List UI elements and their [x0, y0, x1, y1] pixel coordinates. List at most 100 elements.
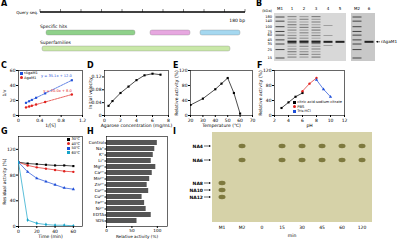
svg-text:Query seq.: Query seq.	[16, 10, 38, 15]
svg-text:120: 120	[263, 68, 272, 73]
svg-text:4: 4	[287, 118, 290, 123]
svg-text:Relative activity (%): Relative activity (%)	[174, 70, 179, 116]
svg-text:0: 0	[269, 113, 272, 118]
svg-text:Zn²⁺: Zn²⁺	[95, 182, 104, 187]
svg-text:0.08: 0.08	[91, 87, 101, 92]
svg-text:Specific hits: Specific hits	[40, 24, 68, 29]
svg-text:0: 0	[261, 225, 264, 230]
svg-text:1.2: 1.2	[79, 118, 86, 123]
svg-text:60: 60	[339, 225, 345, 230]
svg-text:NA8: NA8	[193, 181, 203, 186]
svg-text:0.8: 0.8	[58, 118, 65, 123]
svg-text:Co²⁺: Co²⁺	[95, 188, 104, 193]
svg-text:2: 2	[273, 118, 276, 123]
svg-text:y = 35.1x + 12.0: y = 35.1x + 12.0	[41, 74, 73, 78]
svg-text:15: 15	[267, 56, 272, 60]
svg-text:120: 120	[179, 68, 188, 73]
svg-text:Na⁺: Na⁺	[96, 146, 104, 151]
svg-text:Li⁺: Li⁺	[98, 158, 104, 163]
svg-text:SDS: SDS	[95, 218, 104, 223]
svg-text:60: 60	[267, 33, 272, 37]
svg-text:45: 45	[319, 225, 325, 230]
svg-text:y = 20.0x + 8.0: y = 20.0x + 8.0	[43, 89, 72, 93]
svg-text:0: 0	[99, 113, 102, 118]
svg-text:Superfamilies: Superfamilies	[40, 40, 71, 45]
svg-text:12: 12	[342, 118, 348, 123]
svg-text:60: 60	[70, 229, 76, 234]
svg-text:80: 80	[182, 83, 188, 88]
svg-text:4: 4	[327, 6, 330, 11]
html-text:D: D	[87, 61, 94, 70]
svg-text:NA12: NA12	[189, 195, 203, 200]
svg-text:6: 6	[301, 118, 304, 123]
svg-text:80: 80	[266, 83, 272, 88]
svg-text:15: 15	[279, 225, 285, 230]
svg-text:6: 6	[368, 6, 371, 11]
svg-text:0: 0	[105, 228, 108, 233]
svg-text:0: 0	[13, 224, 16, 229]
svg-text:NA10: NA10	[189, 188, 203, 193]
svg-text:Residual activity (%): Residual activity (%)	[2, 158, 7, 204]
svg-text:0: 0	[17, 229, 20, 234]
svg-text:2: 2	[303, 6, 306, 11]
svg-text:30: 30	[299, 225, 305, 230]
html-text:G: G	[1, 127, 8, 136]
svg-text:Control: Control	[89, 140, 104, 145]
svg-text:40: 40	[182, 98, 188, 103]
svg-text:M2: M2	[239, 225, 246, 230]
svg-text:M2: M2	[354, 6, 360, 11]
svg-text:K⁺: K⁺	[99, 152, 104, 157]
svg-text:Relative activity (%): Relative activity (%)	[258, 70, 263, 116]
svg-text:M1: M1	[219, 225, 226, 230]
svg-text:Relative activity (%): Relative activity (%)	[116, 234, 159, 239]
svg-text:Fe³⁺: Fe³⁺	[95, 200, 104, 205]
svg-text:rAgaM1: rAgaM1	[381, 39, 397, 44]
svg-text:0.4: 0.4	[36, 118, 43, 123]
svg-text:0: 0	[13, 113, 16, 118]
svg-text:NA4: NA4	[193, 144, 203, 149]
svg-text:180 bp: 180 bp	[229, 18, 245, 23]
svg-text:1/[S]: 1/[S]	[45, 123, 56, 128]
svg-text:Temperature (℃): Temperature (℃)	[201, 123, 241, 128]
svg-text:25: 25	[267, 48, 272, 52]
svg-text:1: 1	[291, 6, 294, 11]
svg-text:70: 70	[250, 118, 256, 123]
html-text:A: A	[1, 0, 8, 8]
svg-text:Ni²⁺: Ni²⁺	[96, 206, 104, 211]
svg-text:Mg²⁺: Mg²⁺	[94, 164, 104, 169]
svg-text:Mn²⁺: Mn²⁺	[94, 176, 104, 181]
svg-text:pH: pH	[306, 123, 312, 128]
svg-text:8: 8	[315, 118, 318, 123]
svg-text:Agarose concentration (mg/mL): Agarose concentration (mg/mL)	[101, 123, 173, 128]
svg-text:Initial velocity: Initial velocity	[88, 77, 93, 109]
html-text:H: H	[87, 127, 94, 136]
svg-text:140: 140	[265, 19, 273, 23]
svg-text:35: 35	[267, 42, 272, 46]
svg-text:M1: M1	[277, 6, 283, 11]
svg-text:120: 120	[7, 147, 16, 152]
svg-text:Ca²⁺: Ca²⁺	[95, 170, 104, 175]
svg-text:(kDa): (kDa)	[262, 9, 272, 13]
svg-text:60: 60	[10, 68, 16, 73]
svg-text:40: 40	[10, 83, 16, 88]
svg-text:NA6: NA6	[193, 158, 203, 163]
svg-text:Time (min): Time (min)	[37, 234, 63, 239]
svg-text:100: 100	[265, 25, 273, 29]
svg-text:3: 3	[315, 6, 318, 11]
svg-text:0.12: 0.12	[91, 74, 101, 79]
svg-text:0.04: 0.04	[91, 100, 101, 105]
svg-text:20: 20	[10, 98, 16, 103]
svg-text:40: 40	[10, 198, 16, 203]
svg-text:Cu²⁺: Cu²⁺	[95, 194, 104, 199]
svg-text:10: 10	[328, 118, 334, 123]
svg-text:20: 20	[188, 118, 194, 123]
svg-text:5: 5	[339, 6, 342, 11]
svg-text:1/v: 1/v	[2, 89, 7, 96]
html-text:B: B	[256, 0, 263, 8]
svg-text:EDTA: EDTA	[93, 212, 104, 217]
svg-text:40: 40	[266, 98, 272, 103]
svg-text:min: min	[288, 233, 297, 238]
svg-text:0: 0	[17, 118, 20, 123]
svg-text:120: 120	[358, 225, 367, 230]
svg-text:80: 80	[10, 173, 16, 178]
